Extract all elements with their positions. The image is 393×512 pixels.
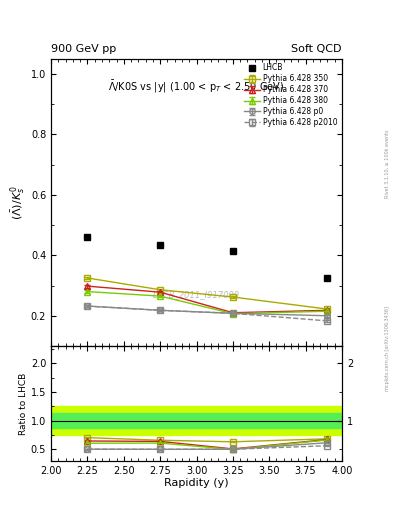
X-axis label: Rapidity (y): Rapidity (y): [164, 478, 229, 488]
Text: Soft QCD: Soft QCD: [292, 44, 342, 54]
Text: LHCB_2011_I917009: LHCB_2011_I917009: [153, 290, 240, 299]
Bar: [51, 413, 342, 428]
Y-axis label: Ratio to LHCB: Ratio to LHCB: [19, 372, 28, 435]
Legend: LHCB, Pythia 6.428 350, Pythia 6.428 370, Pythia 6.428 380, Pythia 6.428 p0, Pyt: LHCB, Pythia 6.428 350, Pythia 6.428 370…: [241, 60, 340, 130]
Y-axis label: $\bar{(\Lambda)}/K^0_s$: $\bar{(\Lambda)}/K^0_s$: [9, 185, 28, 220]
Text: Rivet 3.1.10, ≥ 100k events: Rivet 3.1.10, ≥ 100k events: [385, 130, 390, 198]
Bar: [51, 406, 342, 435]
Text: $\bar{\Lambda}$/K0S vs |y| (1.00 < p$_{T}$ < 2.50 GeV): $\bar{\Lambda}$/K0S vs |y| (1.00 < p$_{T…: [108, 79, 285, 95]
Text: 900 GeV pp: 900 GeV pp: [51, 44, 116, 54]
Text: mcplots.cern.ch [arXiv:1306.3436]: mcplots.cern.ch [arXiv:1306.3436]: [385, 306, 390, 391]
